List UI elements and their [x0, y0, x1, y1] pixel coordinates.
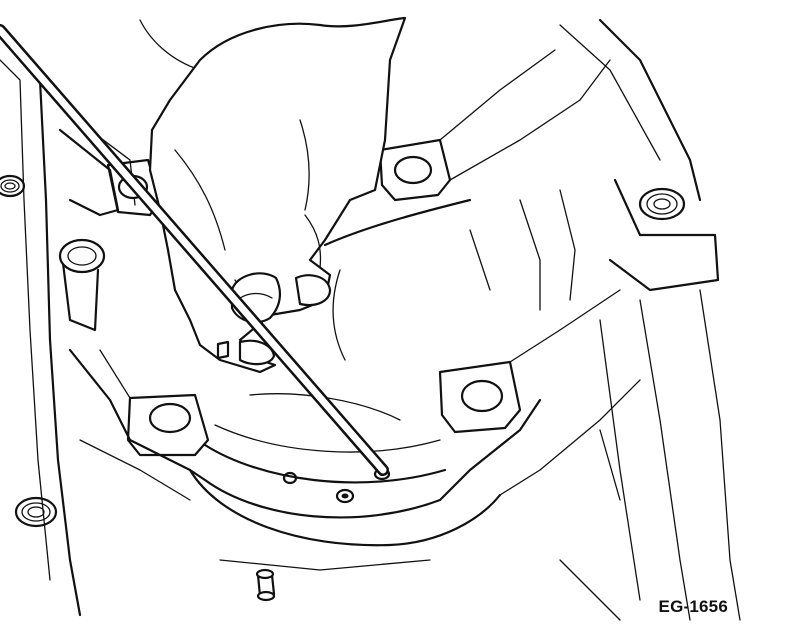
main-bearing-journal	[68, 348, 641, 547]
threaded-hole-icon	[638, 187, 686, 221]
oil-hole	[335, 488, 355, 504]
threaded-hole-icon	[14, 496, 58, 528]
block-detail-lines	[139, 19, 621, 621]
dowel-pin	[58, 238, 106, 332]
threaded-hole-icon	[0, 174, 26, 198]
figure-id-label: EG-1656	[658, 597, 728, 616]
hand	[148, 16, 407, 374]
fingertip	[216, 274, 332, 366]
lower-right-boss	[438, 289, 621, 434]
lower-left-boss	[99, 349, 210, 457]
block-left-face	[0, 28, 136, 617]
block-right-face	[559, 18, 741, 621]
locating-pin	[255, 568, 276, 602]
oil-hole	[282, 471, 298, 485]
upper-bearing-cap-boss	[323, 49, 611, 247]
inspection-rod	[0, 24, 389, 476]
